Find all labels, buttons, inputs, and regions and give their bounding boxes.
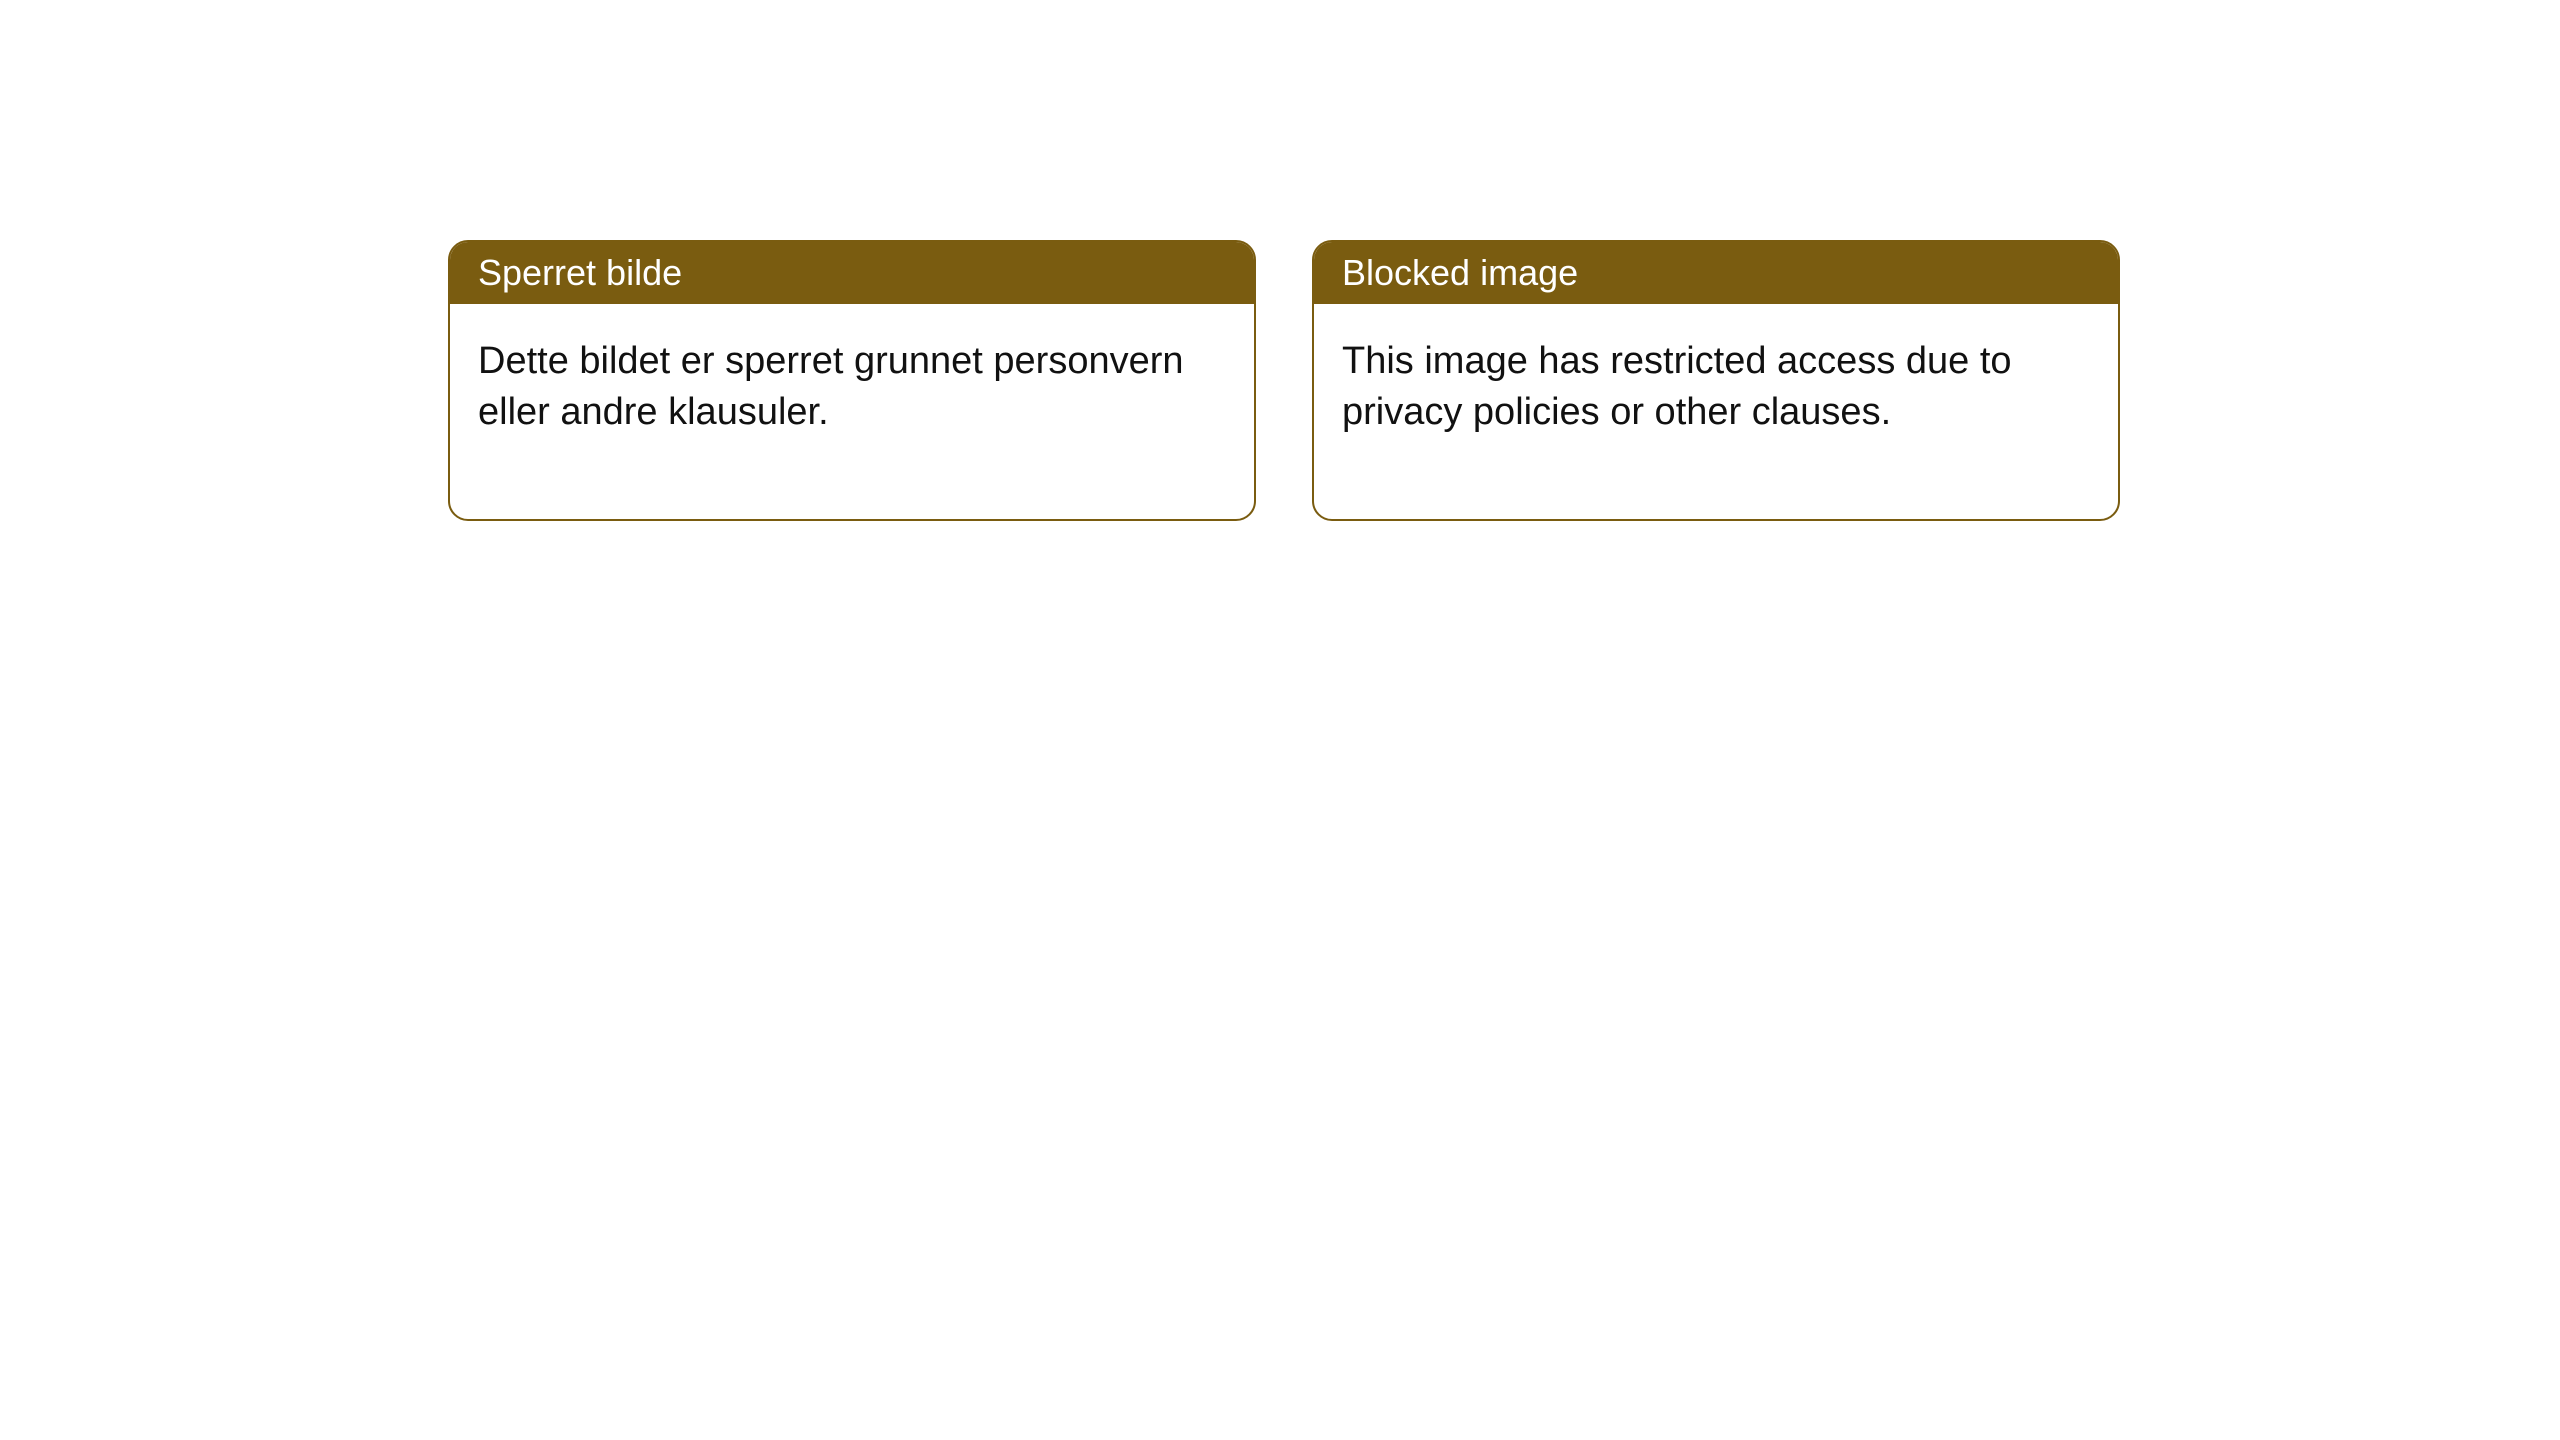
card-title: Sperret bilde [478,252,682,293]
card-header: Blocked image [1314,242,2118,304]
notice-card-norwegian: Sperret bilde Dette bildet er sperret gr… [448,240,1256,521]
card-body: Dette bildet er sperret grunnet personve… [450,304,1254,519]
card-title: Blocked image [1342,252,1578,293]
card-body: This image has restricted access due to … [1314,304,2118,519]
card-message: Dette bildet er sperret grunnet personve… [478,340,1184,433]
card-message: This image has restricted access due to … [1342,340,2012,433]
card-header: Sperret bilde [450,242,1254,304]
notice-container: Sperret bilde Dette bildet er sperret gr… [448,240,2120,521]
notice-card-english: Blocked image This image has restricted … [1312,240,2120,521]
